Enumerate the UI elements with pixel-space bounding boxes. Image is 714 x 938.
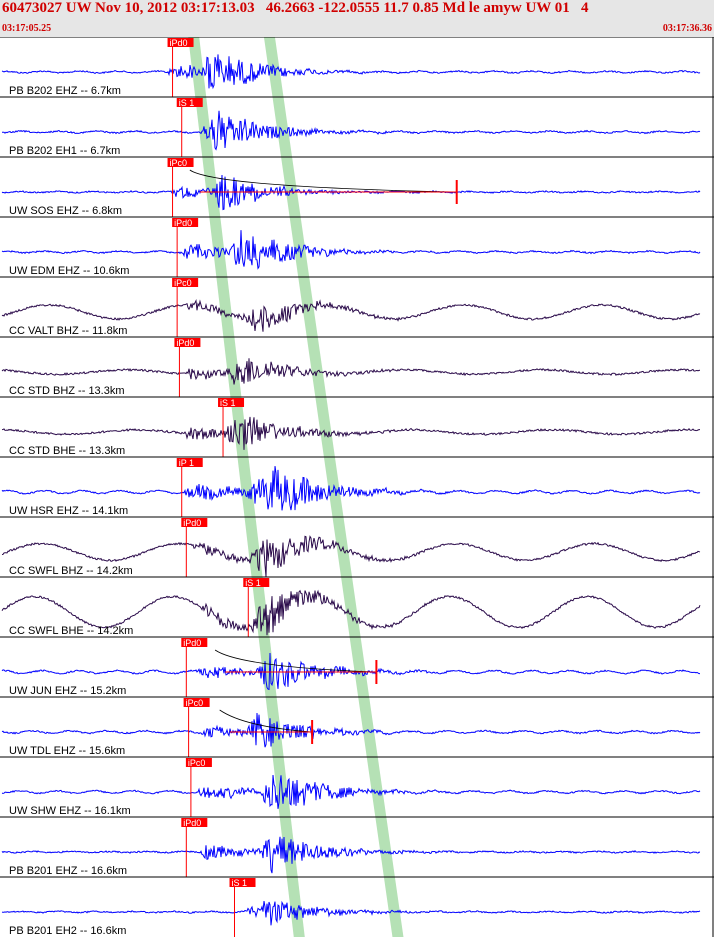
event-title: 60473027 UW Nov 10, 2012 03:17:13.03 46.… bbox=[2, 0, 589, 16]
trace-row: iPd0 PB B202 EHZ -- 6.7km bbox=[0, 37, 714, 97]
trace-waveform bbox=[1, 535, 701, 577]
pick-box bbox=[172, 218, 199, 227]
pick-label: iPd0 bbox=[183, 638, 201, 648]
pick-box bbox=[181, 518, 208, 527]
pick-box bbox=[185, 758, 212, 767]
pick-label: iPd0 bbox=[170, 38, 188, 48]
station-label: CC STD BHE -- 13.3km bbox=[9, 445, 125, 457]
pick-label: iS 1 bbox=[245, 578, 261, 588]
station-label: UW SOS EHZ -- 6.8km bbox=[9, 205, 122, 217]
pick-box bbox=[243, 578, 270, 587]
pick-box bbox=[183, 698, 210, 707]
station-label: PB B202 EHZ -- 6.7km bbox=[9, 85, 121, 97]
time-end-label: 03:17:36.36 bbox=[662, 23, 712, 34]
trace-waveform bbox=[1, 836, 701, 874]
trace-row: iS 1 PB B202 EH1 -- 6.7km bbox=[0, 96, 714, 157]
station-label: UW SHW EHZ -- 16.1km bbox=[9, 805, 131, 817]
p-phase-band bbox=[188, 37, 305, 937]
pick-box bbox=[167, 158, 194, 167]
trace-waveform bbox=[1, 298, 701, 332]
time-start-label: 03:17:05.25 bbox=[2, 23, 52, 34]
trace-waveform bbox=[2, 110, 701, 151]
trace-row: iS 1 CC SWFL BHE -- 14.2km bbox=[0, 576, 714, 637]
traces: iPd0 PB B202 EHZ -- 6.7km iS 1 PB B202 EH1 … bbox=[0, 37, 714, 937]
pick-box bbox=[176, 458, 203, 467]
station-label: CC STD BHZ -- 13.3km bbox=[9, 385, 125, 397]
pick-label: iPd0 bbox=[183, 518, 201, 528]
pick-box bbox=[172, 278, 199, 287]
trace-row: iPd0 UW EDM EHZ -- 10.6km bbox=[0, 216, 714, 277]
trace-waveform bbox=[1, 358, 701, 385]
pick-label: iPd0 bbox=[176, 338, 194, 348]
trace-row: iPd0 PB B201 EHZ -- 16.6km bbox=[0, 816, 714, 877]
station-label: UW TDL EHZ -- 15.6km bbox=[9, 745, 125, 757]
header-bar: 60473027 UW Nov 10, 2012 03:17:13.03 46.… bbox=[0, 0, 714, 37]
pick-label: iPc0 bbox=[174, 278, 192, 288]
trace-row: iPd0 CC STD BHZ -- 13.3km bbox=[0, 336, 714, 397]
station-label: PB B201 EHZ -- 16.6km bbox=[9, 865, 127, 877]
pick-label: iPc0 bbox=[186, 698, 204, 708]
pick-label: iPd0 bbox=[183, 818, 201, 828]
seismogram-plot: iPd0 PB B202 EHZ -- 6.7km iS 1 PB B202 EH1 … bbox=[0, 37, 714, 937]
pick-label: iPc0 bbox=[170, 158, 188, 168]
pick-box bbox=[218, 398, 245, 407]
pick-label: iPd0 bbox=[174, 218, 192, 228]
pick-box bbox=[229, 878, 256, 887]
pick-box bbox=[181, 638, 208, 647]
pick-label: iS 1 bbox=[179, 98, 195, 108]
trace-row: iPc0 CC VALT BHZ -- 11.8km bbox=[0, 276, 714, 337]
trace-row: iS 1 CC STD BHE -- 13.3km bbox=[0, 396, 714, 457]
pick-box bbox=[181, 818, 208, 827]
trace-row: iPc0 UW SHW EHZ -- 16.1km bbox=[0, 756, 714, 817]
coda-curve bbox=[219, 709, 313, 733]
trace-row: iP 1 UW HSR EHZ -- 14.1km bbox=[0, 456, 714, 517]
trace-row: iPd0 CC SWFL BHZ -- 14.2km bbox=[0, 516, 714, 577]
trace-row: iPc0 UW TDL EHZ -- 15.6km bbox=[0, 696, 714, 757]
pick-box bbox=[174, 338, 201, 347]
pick-box bbox=[167, 38, 194, 47]
pick-label: iS 1 bbox=[232, 878, 248, 888]
coda-curve bbox=[214, 649, 377, 673]
trace-waveform bbox=[1, 416, 700, 450]
pick-label: iS 1 bbox=[220, 398, 236, 408]
station-label: UW JUN EHZ -- 15.2km bbox=[9, 685, 126, 697]
trace-waveform bbox=[1, 466, 701, 511]
station-label: UW EDM EHZ -- 10.6km bbox=[9, 265, 129, 277]
trace-waveform bbox=[1, 54, 701, 90]
pick-label: iPc0 bbox=[188, 758, 206, 768]
trace-waveform bbox=[1, 230, 701, 270]
trace-row: iS 1 PB B201 EH2 -- 16.6km bbox=[0, 876, 714, 937]
trace-waveform bbox=[1, 589, 701, 636]
trace-waveform bbox=[1, 774, 701, 809]
station-label: PB B201 EH2 -- 16.6km bbox=[9, 925, 126, 937]
trace-waveform bbox=[1, 900, 701, 926]
trace-waveform bbox=[1, 712, 701, 748]
station-label: CC SWFL BHE -- 14.2km bbox=[9, 625, 133, 637]
trace-row: iPc0 UW SOS EHZ -- 6.8km bbox=[0, 156, 714, 217]
trace-row: iPd0 UW JUN EHZ -- 15.2km bbox=[0, 636, 714, 697]
station-label: PB B202 EH1 -- 6.7km bbox=[9, 145, 120, 157]
station-label: UW HSR EHZ -- 14.1km bbox=[9, 505, 128, 517]
pick-box bbox=[176, 98, 203, 107]
coda-curve bbox=[189, 169, 457, 193]
pick-label: iP 1 bbox=[179, 458, 194, 468]
station-label: CC SWFL BHZ -- 14.2km bbox=[9, 565, 133, 577]
station-label: CC VALT BHZ -- 11.8km bbox=[9, 325, 127, 337]
